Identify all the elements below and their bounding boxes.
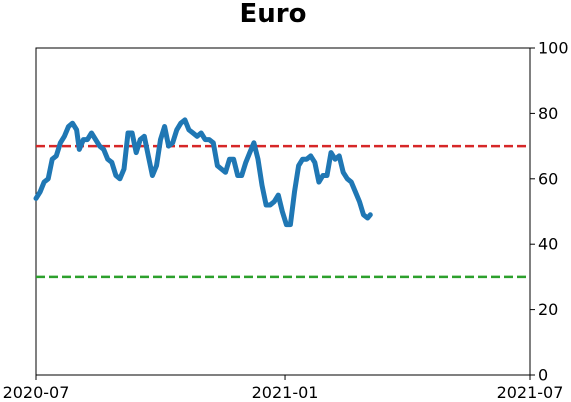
y-axis: 0 20 40 60 80 100 [530, 39, 569, 385]
y-tick-label: 60 [538, 169, 558, 188]
series-line-0 [33, 117, 373, 228]
y-tick-label: 0 [538, 366, 548, 385]
reference-lines [36, 144, 530, 279]
x-tick-label: 2020-07 [3, 383, 70, 402]
plot-frame [35, 47, 531, 376]
y-tick-label: 80 [538, 104, 558, 123]
y-tick-label: 100 [538, 39, 569, 58]
x-tick-label: 2021-07 [497, 383, 564, 402]
x-axis: 2020-07 2021-01 2021-07 [3, 375, 564, 402]
x-tick-label: 2021-01 [252, 383, 319, 402]
chart-title: Euro [240, 0, 307, 29]
y-tick-label: 20 [538, 300, 558, 319]
series-group [33, 117, 373, 228]
y-tick-label: 40 [538, 235, 558, 254]
